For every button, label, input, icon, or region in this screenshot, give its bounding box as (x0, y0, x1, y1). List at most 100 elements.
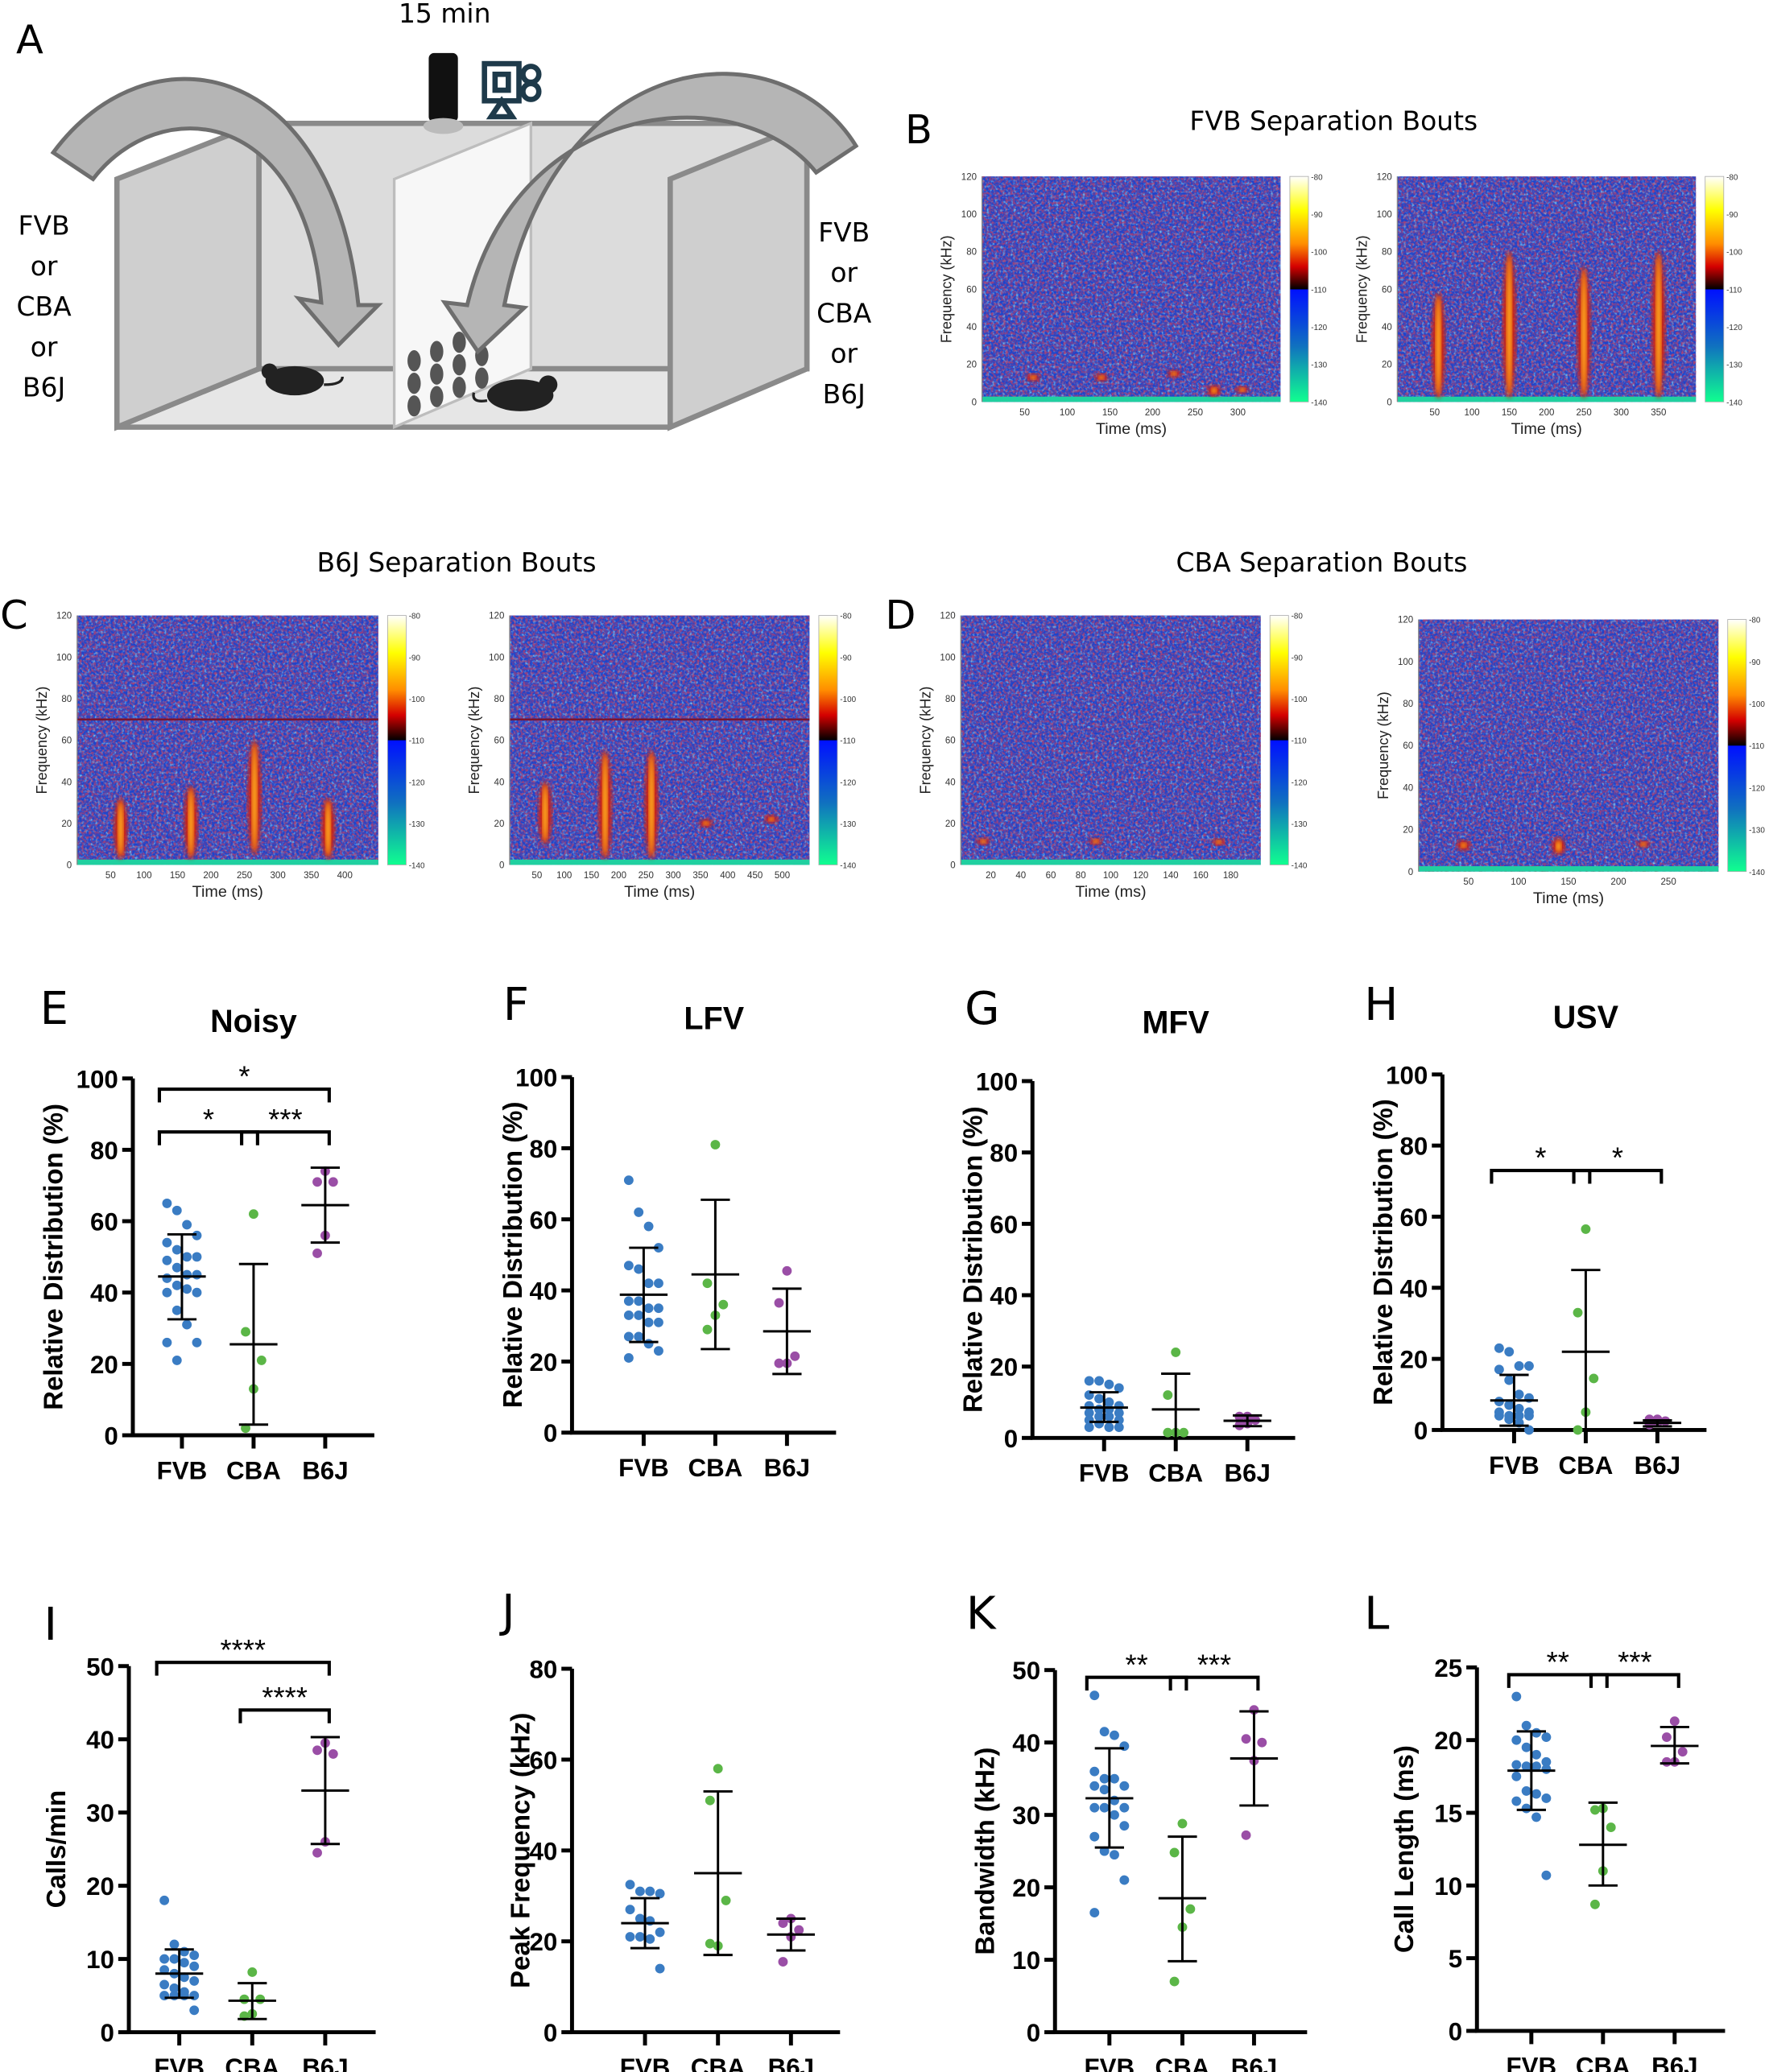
x-tick-label: 50 (1463, 877, 1473, 887)
x-tick-label: 200 (1539, 408, 1554, 418)
y-tick-label: 0 (499, 861, 504, 871)
data-point (1241, 1734, 1251, 1744)
strain-label-word: or (31, 250, 58, 282)
data-point (1110, 1773, 1119, 1784)
data-point (1504, 1375, 1515, 1385)
colorbar-tick-label: -100 (1311, 249, 1327, 258)
data-point (1504, 1347, 1515, 1357)
colorbar-tick-label: -80 (840, 613, 852, 621)
data-point (778, 1918, 788, 1929)
vocalization-call-core (1030, 375, 1036, 380)
colorbar-tick-label: -140 (1726, 398, 1742, 407)
y-tick-label: 80 (529, 1135, 557, 1163)
colorbar-tick-label: -130 (1726, 361, 1742, 370)
data-point (1099, 1773, 1110, 1784)
spectrogram-floor (982, 396, 1281, 402)
data-point (179, 1972, 189, 1983)
data-point (655, 1888, 665, 1899)
data-point (790, 1351, 800, 1361)
y-tick-label: 20 (990, 1353, 1018, 1381)
data-point (1524, 1425, 1534, 1435)
y-axis-label: Frequency (kHz) (1375, 691, 1391, 799)
data-point (255, 1994, 266, 2004)
perforated-divider (392, 121, 532, 430)
data-point (1504, 1414, 1515, 1425)
panel-letter: I (44, 1599, 58, 1651)
strain-label-word: or (31, 331, 58, 362)
vocalization-call-core (251, 742, 258, 852)
y-tick-label: 0 (104, 1422, 118, 1451)
group-cba (228, 1967, 276, 2021)
y-tick-label: 40 (1012, 1729, 1040, 1757)
data-point (721, 1895, 731, 1905)
data-point (1541, 1793, 1552, 1803)
y-tick-label: 120 (489, 612, 504, 621)
colorbar-tick-label: -110 (409, 737, 425, 746)
x-tick-label: 120 (1133, 871, 1148, 881)
colorbar (1705, 175, 1725, 402)
x-tick-label: B6J (1231, 2053, 1277, 2072)
data-point (1169, 1847, 1180, 1858)
vocalization-call-core (1216, 840, 1221, 844)
vocalization-call-core (1098, 375, 1105, 380)
panel-letter: E (40, 983, 68, 1035)
data-point (1094, 1376, 1104, 1386)
strain-label-word: FVB (818, 217, 870, 248)
colorbar-tick-label: -80 (1311, 173, 1323, 182)
colorbar-tick-label: -130 (1749, 827, 1765, 836)
data-point (1511, 1691, 1522, 1702)
y-tick-label: 40 (990, 1282, 1018, 1310)
hole (407, 395, 421, 417)
data-point (1257, 1737, 1267, 1748)
y-tick-label: 30 (86, 1799, 114, 1827)
y-tick-label: 0 (1027, 2019, 1040, 2047)
bracket-line (238, 1708, 331, 1723)
y-axis-label: Relative Distribution (%) (958, 1106, 988, 1413)
x-tick-label: FVB (154, 2053, 205, 2072)
data-point (1531, 1789, 1541, 1799)
group-cba (1561, 1224, 1610, 1435)
y-tick-label: 80 (61, 695, 72, 704)
y-tick-label: 100 (940, 653, 955, 662)
data-point (1677, 1747, 1688, 1757)
y-tick-label: 0 (100, 2019, 114, 2047)
data-point (1504, 1400, 1515, 1410)
colorbar-tick-label: -90 (1292, 654, 1304, 662)
strain-label-word: or (830, 338, 858, 369)
x-tick-label: 300 (1230, 408, 1246, 418)
data-point (192, 1269, 202, 1280)
data-point (713, 1764, 723, 1774)
strain-label-word: CBA (816, 297, 872, 328)
vocalization-call-core (980, 839, 986, 844)
y-tick-label: 20 (945, 819, 956, 829)
data-point (328, 1748, 338, 1759)
y-tick-label: 40 (494, 778, 505, 787)
colorbar-tick-label: -90 (1726, 211, 1738, 220)
data-point (623, 1331, 634, 1342)
y-tick-label: 80 (1399, 1133, 1428, 1161)
group-b6j (1651, 1716, 1699, 1767)
data-point (625, 1905, 635, 1915)
group-b6j (767, 1913, 815, 1967)
data-point (643, 1339, 654, 1349)
group-cba (1579, 1801, 1627, 1909)
significance-label: *** (1618, 1645, 1651, 1678)
data-point (1171, 1347, 1181, 1357)
data-point (159, 1965, 170, 1975)
data-point (1114, 1422, 1124, 1432)
y-tick-label: 100 (56, 653, 72, 662)
group-b6j (763, 1265, 812, 1376)
colorbar-tick-label: -120 (1292, 778, 1308, 787)
vocalization-call-core (542, 784, 548, 842)
y-tick-label: 120 (56, 612, 72, 621)
vocalization-call-core (118, 801, 124, 856)
data-point (312, 1177, 322, 1187)
data-point (162, 1255, 172, 1265)
y-tick-label: 30 (1012, 1802, 1040, 1830)
significance-bracket: * (157, 1103, 259, 1145)
data-point (1494, 1364, 1504, 1375)
chart-i: I 0 10 20 30 40 50 Calls/min FVB CBA B6J **** **** (41, 1599, 376, 2072)
y-tick-label: 0 (972, 398, 977, 407)
colorbar-tick-label: -120 (840, 778, 856, 787)
